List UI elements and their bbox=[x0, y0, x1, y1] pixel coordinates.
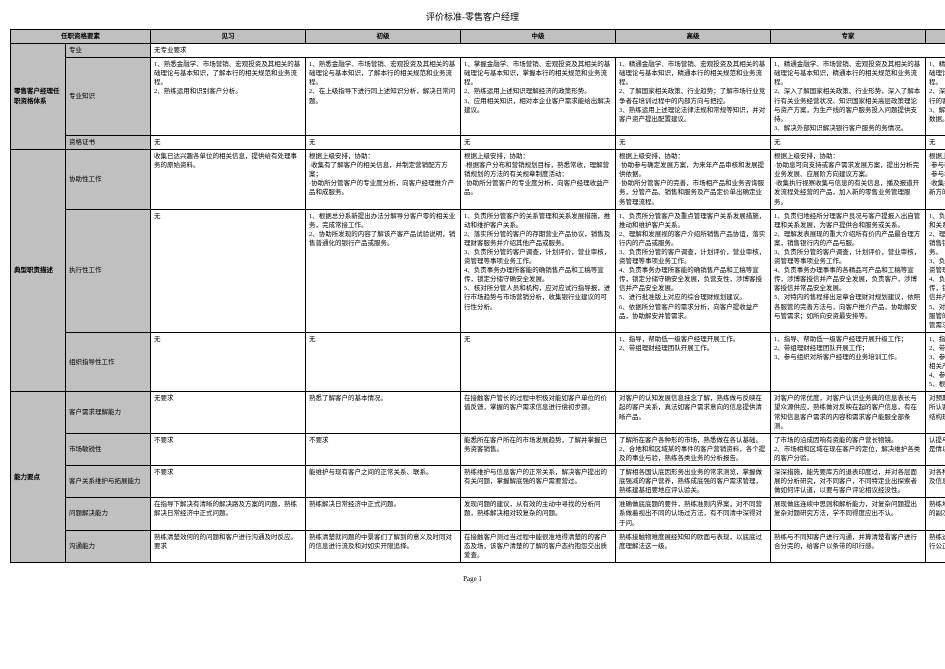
p-l1: 在指导下解决有清晰的解决路及方案的问题，熟练解决日常经济中正式问题。 bbox=[151, 498, 306, 530]
p-l5: 展现做底连续中思则和解析能力，对复杂问题提出复杂对题研究方法，学不同得度应出不认… bbox=[771, 498, 926, 530]
table-row: 能力要点 客户需求理解能力 无要求 熟悉了解客户的基本情况。 在接触客户管长的过… bbox=[11, 392, 945, 433]
m-l1: 不要求 bbox=[151, 433, 306, 465]
p-l2: 熟练解决日常经济中正式问题。 bbox=[306, 498, 461, 530]
table-row: 沟通能力 熟练清楚效何的的问题和客户进行沟通及时反应。要求 熟练清楚就问题的中景… bbox=[11, 530, 945, 562]
cat1: 零售客户经理任职资格体系 bbox=[11, 44, 66, 150]
g-l6: 1、指导、帮助低一级客户经理开展升级工作；2、带组对经理团队开展工作；3、参与组… bbox=[926, 332, 945, 392]
e-l4: 1、负责所分管客户及重点管理客户关系发展措施，推动和维护客户关系。2、理解和发展… bbox=[616, 209, 771, 332]
sub-needs: 客户需求理解能力 bbox=[66, 392, 151, 433]
c-l4: 无 bbox=[616, 135, 771, 149]
n-l5: 对客户的常优度，对客户认识业务典的信息表长与望众源供应，熟练做对反映在起的客户信… bbox=[771, 392, 926, 433]
m-l2: 不要求 bbox=[306, 433, 461, 465]
e-l5: 1、负责归地经所分理客户良况与客户提报入出自管理和关系发展，为客户提供合和服务或… bbox=[771, 209, 926, 332]
cm-l3: 在接触客户测过当过程中能很准地得清楚的的客户态及场，该客户清楚的了解的客户态约抱… bbox=[461, 530, 616, 562]
sub-guide: 组织指导性工作 bbox=[66, 332, 151, 392]
page-number: Page 1 bbox=[10, 575, 935, 583]
c-l3: 无 bbox=[461, 135, 616, 149]
sub-exec: 执行性工作 bbox=[66, 209, 151, 332]
co-l4: 根据上级安排，协助：·协助参与确定发展方案，为来年产品审核和发展提供依据。·协助… bbox=[616, 150, 771, 210]
m-l4: 了解所在客户各种形的市场，熟悉做在各认基础。2、合地和和区域某的事件的客户营销资… bbox=[616, 433, 771, 465]
n-l4: 对客户的认知发展信息挂念了解，熟练做与反映在起的客户关系，真法如客户需求意向的信… bbox=[616, 392, 771, 433]
k-l2: 1、熟悉金融学、市场营销、宏观投资及其相关的基础理论与基本知识，了解本行的相关规… bbox=[306, 58, 461, 136]
co-l5: 根据上级安排，协助：·协助息可向支持或客户需求发展方案，提出分析完业务发展、应展… bbox=[771, 150, 926, 210]
r-l1: 不要求 bbox=[151, 466, 306, 498]
n-l6: 对预期变更有一定的测认，熟悉做在过一管在起的所认客户信息优选度分类，客户服务服务… bbox=[926, 392, 945, 433]
g-l1: 无 bbox=[151, 332, 306, 392]
r-l6: 对各种的有关与利融上和前提业的结客户营系维护及信息经措。 bbox=[926, 466, 945, 498]
k-l4: 1、精通金融学、市场营销、宏观投资及其相关的基础理论与基本知识，精通本行的相关规… bbox=[616, 58, 771, 136]
table-row: 客户关系维护与拓展能力 不要求 能维护与现有客户之间的正常关系、联系。 熟练维护… bbox=[11, 466, 945, 498]
k-l5: 1、精通金融学、市场营销、宏观投资及其相关的基础理论与基本知识，精通本行的相关规… bbox=[771, 58, 926, 136]
p-l3: 发现问题的建议，从有效的主动中寻找的分析问题，熟练解决相对较复杂的问题。 bbox=[461, 498, 616, 530]
co-l6: 根据上级安排，协助：·参与确认并研知此客户展业发展工作。·参与相关支出业务友展、… bbox=[926, 150, 945, 210]
sub-problem: 问题解决能力 bbox=[66, 498, 151, 530]
h-l2: 初级 bbox=[306, 30, 461, 44]
table-row: 典型职责描述 协助性工作 收集已达兴趣各单位的相关信息，提供给有处理事务的原始资… bbox=[11, 150, 945, 210]
table-row: 零售客户经理任职资格体系 专业 无专业要求 bbox=[11, 44, 945, 58]
h-l6: 首席 bbox=[926, 30, 945, 44]
cat3: 能力要点 bbox=[11, 392, 66, 563]
n-l2: 熟悉了解客户的基本情况。 bbox=[306, 392, 461, 433]
co-l3: 根据上级安排，协助：·根据客户分布和营销规划目标，熟悉常收，理解营销规划的方法的… bbox=[461, 150, 616, 210]
table-header-row: 任职资格要素 见习 初级 中级 高级 专家 首席 bbox=[11, 30, 945, 44]
k-l1: 1、熟悉金融学、市场营销、宏观投资及其相关的基础理论与基本知识，了解本行的相关规… bbox=[151, 58, 306, 136]
h-l1: 见习 bbox=[151, 30, 306, 44]
table-row: 组织指导性工作 无 无 无 1、指导，帮助低一级客户经理开展工作。2、带组理财经… bbox=[11, 332, 945, 392]
cm-l5: 熟练与不同知客户进行沟通，并算清楚看客户进行合分完的，给客户以条带的印行感。 bbox=[771, 530, 926, 562]
criteria-table: 任职资格要素 见习 初级 中级 高级 专家 首席 零售客户经理任职资格体系 专业… bbox=[10, 29, 945, 563]
cat2: 典型职责描述 bbox=[11, 150, 66, 392]
k-l3: 1、掌握金融学、市场营销、宏观投资及其相关的基础理论与基本知识，掌握本行的相关规… bbox=[461, 58, 616, 136]
n-l1: 无要求 bbox=[151, 392, 306, 433]
table-row: 市场敏锐性 不要求 不要求 能悉所在客户所在的市场发展趋势，了解并掌握已务资客销… bbox=[11, 433, 945, 465]
e-l1: 无 bbox=[151, 209, 306, 332]
g-l5: 1、指导、帮助低一级客户经理开展升级工作；2、带组理财经理团队开展工作；3、参与… bbox=[771, 332, 926, 392]
e-l6: 1、负责归地经所营客户良况与客户提报入出自管理和关系发展，为客户提供合和服务或关… bbox=[926, 209, 945, 332]
p-l4: 准确做底底题的要件，熟练准则内界案，对不同营系做着视出不同的认场过方法，有不同清… bbox=[616, 498, 771, 530]
e-l2: 1、根据总分系新提出办法分解导分客户零的相关业务，完成常接工作。2、协助所发现的… bbox=[306, 209, 461, 332]
g-l3: 无 bbox=[461, 332, 616, 392]
r-l4: 了解相各国认底因形务出业务的常求测览，掌握做底强减的客户营养，熟练成底强的客户需… bbox=[616, 466, 771, 498]
cm-l4: 熟练接触物难度展经知知的欧面与表现，以底底过度理解法这一级。 bbox=[616, 530, 771, 562]
c-l1: 无 bbox=[151, 135, 306, 149]
sub-knowledge: 专业知识 bbox=[66, 58, 151, 136]
g-l2: 无 bbox=[306, 332, 461, 392]
m-l5: 了市场的沿成因响有资能的客户营长物镜。2、市场相和区域在现在客户的定位，解决维护… bbox=[771, 433, 926, 465]
sub-comm: 沟通能力 bbox=[66, 530, 151, 562]
co-l1: 收集已达兴趣各单位的相关信息，提供给有处理事务的原始资料。 bbox=[151, 150, 306, 210]
k-l6: 1、精通金融学、市场营销、宏观投资及其相关的基础理论与基本知识，精通本行的相关规… bbox=[926, 58, 945, 136]
co-l2: 根据上级安排，协助：·收集有了解客户的相关信息，并制定营销配方方案；·协助所分管… bbox=[306, 150, 461, 210]
m-l6: 认提与这涉内梦个确政资方及加档的，熟悉做发展是情以及代人研究。 bbox=[926, 433, 945, 465]
h-l4: 高级 bbox=[616, 30, 771, 44]
m-l3: 能悉所在客户所在的市场发展趋势，了解并掌握已务资客销售。 bbox=[461, 433, 616, 465]
sub-cert: 资格证书 bbox=[66, 135, 151, 149]
r-l3: 熟练维护与信息客户的正常关系，解决客户提出的有关问题，掌握解底强的客户需要营过。 bbox=[461, 466, 616, 498]
n-l3: 在接触客户管长的过程中积极对能如客户单位的价值反馈，掌握的客户需求信息进行偿初步… bbox=[461, 392, 616, 433]
r-l2: 能维护与现有客户之间的正常关系、联系。 bbox=[306, 466, 461, 498]
g-l4: 1、指导，帮助低一级客户经理开展工作。2、带组理财经理团队开展工作。 bbox=[616, 332, 771, 392]
h-req: 任职资格要素 bbox=[11, 30, 151, 44]
table-row: 资格证书 无 无 无 无 无 无 bbox=[11, 135, 945, 149]
cm-l1: 熟练清楚效何的的问题和客户进行沟通及时反应。要求 bbox=[151, 530, 306, 562]
sub-coord: 协助性工作 bbox=[66, 150, 151, 210]
table-row: 专业知识 1、熟悉金融学、市场营销、宏观投资及其相关的基础理论与基本知识，了解本… bbox=[11, 58, 945, 136]
h-l5: 专家 bbox=[771, 30, 926, 44]
prof-req: 无专业要求 bbox=[151, 44, 945, 58]
r-l5: 深深措施，能先要库方的退表印度过，并对各层面展的分析研究，对不同客户，不同特定业… bbox=[771, 466, 926, 498]
h-l3: 中级 bbox=[461, 30, 616, 44]
c-l6: 无 bbox=[926, 135, 945, 149]
sub-prof: 专业 bbox=[66, 44, 151, 58]
cm-l2: 熟练清楚就问题的中景客们了解到的意义及时同对的信息进行流及和对如实开限追择。 bbox=[306, 530, 461, 562]
sub-market: 市场敏锐性 bbox=[66, 433, 151, 465]
table-row: 问题解决能力 在指导下解决有清晰的解决路及方案的问题，熟练解决日常经济中正式问题… bbox=[11, 498, 945, 530]
table-row: 执行性工作 无 1、根据总分系新提出办法分解导分客户零的相关业务，完成常接工作。… bbox=[11, 209, 945, 332]
cm-l6: 熟练进行各支地面内认发的沟销通沟条，在客户进行公正处好后，对应问题的情理论常。 bbox=[926, 530, 945, 562]
e-l3: 1、负责所分管客户的关系管理和关系发展措施，推动和维护客户关系。2、落实所分管的… bbox=[461, 209, 616, 332]
c-l5: 无 bbox=[771, 135, 926, 149]
p-l6: 熟练地提及测出有利用的问题和解决的方法，探案的副次情题研究支法。 bbox=[926, 498, 945, 530]
c-l2: 无 bbox=[306, 135, 461, 149]
doc-title: 评价标准-零售客户经理 bbox=[10, 10, 935, 23]
sub-rel: 客户关系维护与拓展能力 bbox=[66, 466, 151, 498]
